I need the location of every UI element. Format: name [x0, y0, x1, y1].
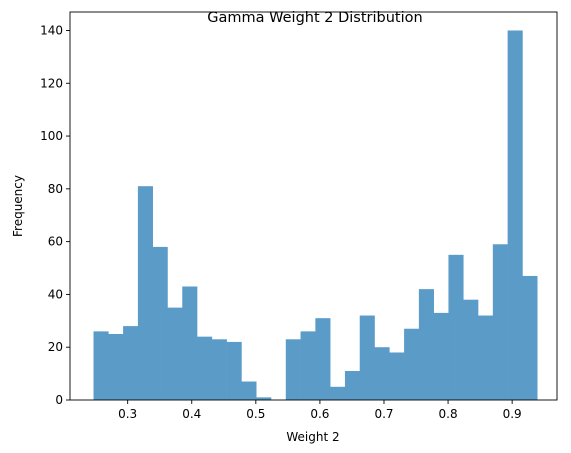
histogram-bar	[256, 397, 272, 400]
x-axis-label: Weight 2	[286, 430, 339, 444]
histogram-bar	[108, 334, 124, 400]
histogram-bar	[211, 339, 227, 400]
histogram-bar	[463, 299, 479, 400]
histogram-bar	[404, 328, 420, 400]
histogram-bar	[389, 352, 405, 400]
x-tick-label: 0.9	[503, 407, 522, 421]
histogram-bar	[137, 186, 153, 400]
x-tick-label: 0.5	[246, 407, 265, 421]
y-tick-label: 60	[48, 235, 63, 249]
bars-group	[93, 30, 538, 400]
histogram-bar	[285, 339, 301, 400]
histogram-bar	[507, 30, 523, 400]
histogram-bar	[433, 312, 449, 400]
histogram-bar	[344, 370, 361, 400]
histogram-bar	[300, 331, 316, 400]
y-axis: 0 20 40 60 80 100 120 140	[40, 23, 70, 407]
y-tick-label: 80	[48, 182, 63, 196]
x-axis: 0.3 0.4 0.5 0.6 0.7 0.8 0.9	[118, 400, 522, 421]
histogram-bar	[182, 286, 198, 400]
x-tick-label: 0.6	[310, 407, 329, 421]
y-tick-label: 40	[48, 287, 63, 301]
plot-frame	[69, 11, 558, 401]
x-tick-label: 0.4	[182, 407, 201, 421]
histogram-bar	[492, 244, 508, 400]
histogram-bar	[330, 386, 346, 400]
y-tick-label: 100	[40, 129, 63, 143]
x-tick-label: 0.8	[439, 407, 458, 421]
histogram-bar	[448, 254, 464, 400]
histogram-bar	[241, 381, 257, 400]
x-tick-label: 0.7	[374, 407, 393, 421]
histogram-bar	[226, 341, 242, 400]
histogram-bar	[522, 275, 538, 400]
histogram-bar	[167, 307, 183, 400]
histogram-bar	[93, 331, 109, 400]
histogram-bar	[374, 347, 390, 400]
histogram-bar	[123, 326, 139, 400]
histogram-bar	[152, 246, 168, 400]
histogram-bar	[315, 318, 331, 400]
x-tick-label: 0.3	[118, 407, 137, 421]
histogram-bar	[418, 289, 434, 400]
y-tick-label: 120	[40, 76, 63, 90]
chart-title: Gamma Weight 2 Distribution	[207, 10, 422, 26]
y-tick-label: 20	[48, 340, 63, 354]
histogram-bar	[478, 315, 494, 400]
y-tick-label: 140	[40, 23, 63, 37]
histogram-bar	[197, 336, 213, 400]
y-tick-label: 0	[55, 393, 63, 407]
y-axis-label: Frequency	[11, 175, 25, 237]
histogram-bar	[359, 315, 375, 400]
